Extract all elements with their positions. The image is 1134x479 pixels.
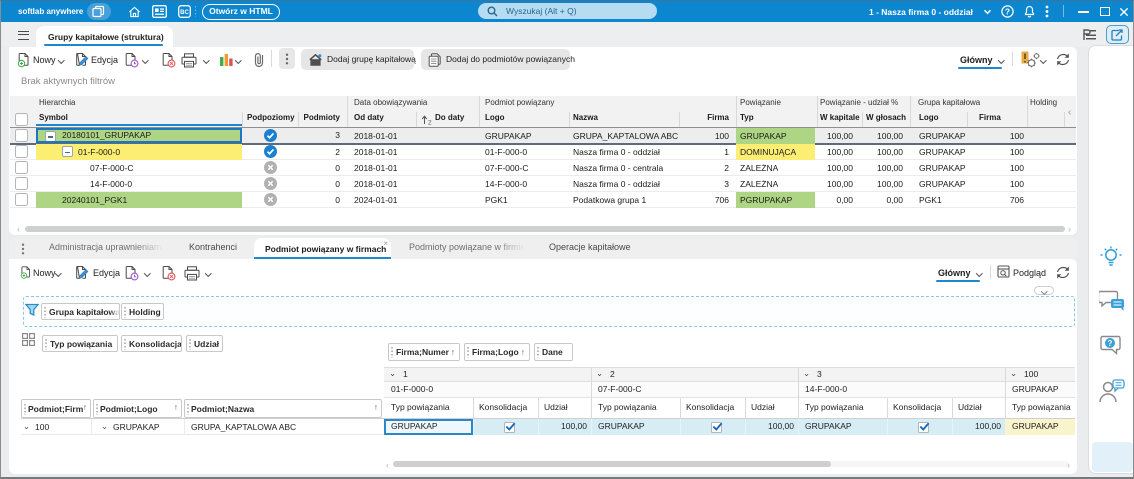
svg-text:2: 2	[428, 119, 432, 125]
svg-text:?: ?	[1108, 339, 1113, 348]
svg-text:BC: BC	[180, 10, 189, 16]
svg-text:?: ?	[1005, 6, 1010, 16]
